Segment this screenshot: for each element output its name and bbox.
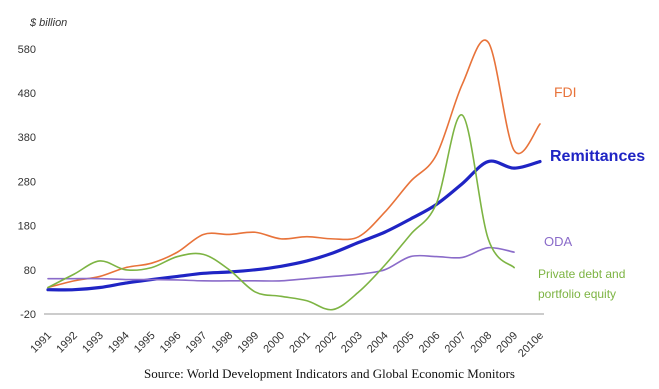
- x-tick-label: 1993: [80, 330, 106, 356]
- x-tick-label: 2001: [287, 330, 313, 356]
- series-line-1: [46, 159, 542, 292]
- x-tick-label: 1999: [235, 330, 261, 356]
- x-tick-label: 1992: [54, 330, 80, 356]
- series-label-3: Private debt and portfolio equity: [538, 267, 625, 301]
- y-tick-label: 480: [18, 88, 36, 100]
- series-line-2: [47, 246, 515, 282]
- x-tick-label: 2000: [261, 330, 287, 356]
- x-tick-label: 2007: [443, 330, 469, 356]
- x-tick-label: 2004: [365, 330, 391, 356]
- series-line-0: [47, 39, 541, 289]
- x-tick-label: 1994: [106, 330, 132, 356]
- x-tick-label: 1991: [28, 330, 54, 356]
- x-tick-label: 2005: [391, 330, 417, 356]
- x-tick-label: 2002: [313, 330, 339, 356]
- y-tick-label: 80: [24, 265, 36, 277]
- y-tick-label: 280: [18, 176, 36, 188]
- source-caption: Source: World Development Indicators and…: [144, 366, 515, 381]
- series-line-3: [47, 114, 515, 311]
- y-tick-label: -20: [20, 309, 36, 321]
- y-tick-label: 580: [18, 44, 36, 56]
- series-lines: [46, 39, 542, 311]
- x-tick-label: 1998: [210, 330, 236, 356]
- y-tick-label: 380: [18, 132, 36, 144]
- x-tick-label: 2006: [417, 330, 443, 356]
- x-tick-label: 1995: [132, 330, 158, 356]
- series-label-0: FDI: [554, 84, 577, 100]
- x-tick-label: 1997: [184, 330, 210, 356]
- y-tick-label: 180: [18, 221, 36, 233]
- x-tick-label: 1996: [158, 330, 184, 356]
- y-axis-label: $ billion: [29, 17, 67, 29]
- x-tick-label: 2008: [469, 330, 495, 356]
- y-axis-ticks: -20 80 180 280 380 480 580: [18, 44, 36, 321]
- x-axis-ticks: 1991 1992 1993 1994 1995 1996 1997 1998 1999 2000…: [28, 330, 546, 360]
- series-labels: FDI Remittances ODA Private debt and portfol…: [538, 84, 645, 301]
- x-tick-label: 2003: [339, 330, 365, 356]
- x-tick-label: 2010e: [516, 330, 546, 360]
- series-label-1: Remittances: [550, 148, 645, 165]
- series-label-2: ODA: [544, 234, 573, 249]
